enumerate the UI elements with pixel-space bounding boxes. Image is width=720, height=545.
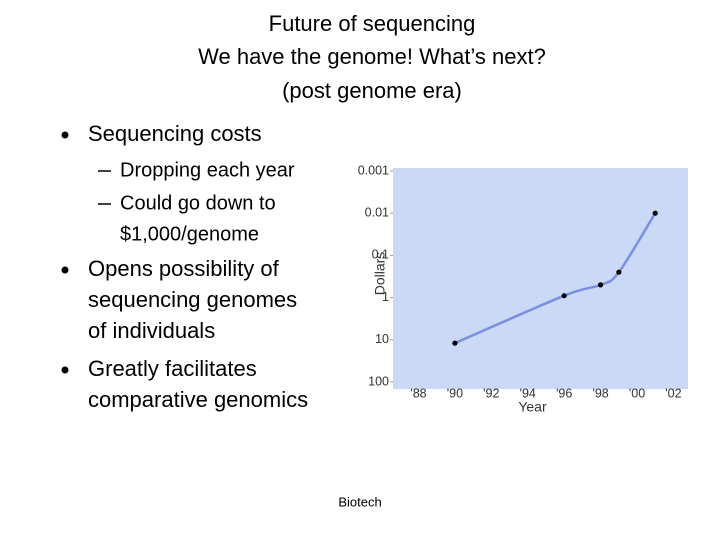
bullet-text: Sequencing costs [88, 121, 262, 146]
y-tick-label: 0.01 [365, 205, 389, 219]
title-line: We have the genome! What’s next? [198, 44, 546, 69]
y-tick-label: 0.001 [358, 163, 389, 177]
sub-bullet-text: Could go down to [120, 192, 276, 214]
bullet-text: Greatly facilitates [88, 356, 257, 381]
x-tick-label: '02 [665, 386, 681, 400]
y-tick-label: 0.1 [372, 248, 389, 262]
sub-bullet-text: $1,000/genome [120, 223, 259, 245]
title-line: (post genome era) [282, 78, 462, 103]
y-tick-label: 10 [375, 332, 389, 346]
x-tick-label: '94 [520, 386, 536, 400]
y-tick-label: 1 [382, 290, 389, 304]
footer: Biotech [338, 494, 381, 509]
x-tick-label: '90 [447, 386, 463, 400]
y-axis-label: Dollars [372, 252, 388, 296]
x-tick-label: '88 [410, 386, 426, 400]
bullet-text: Opens possibility of [88, 256, 280, 281]
bullet [61, 266, 69, 274]
point [561, 293, 567, 299]
bullet-text: comparative genomics [88, 387, 308, 412]
x-tick-label: '98 [592, 386, 608, 400]
bullet [61, 366, 69, 374]
x-tick-label: '92 [483, 386, 499, 400]
bullet-text: of individuals [88, 318, 215, 343]
point [452, 340, 458, 346]
chart: 0.001 0.01 0.1 1 10 100 '88 '90 '92 '94 '96 '98 '00 '… [358, 163, 688, 415]
plot-area [393, 168, 688, 389]
title-line: Future of sequencing [269, 11, 476, 36]
point [616, 269, 622, 275]
x-axis-label: Year [518, 399, 547, 415]
bullet [61, 131, 69, 139]
sub-bullet-text: Dropping each year [120, 159, 295, 181]
x-tick-label: '96 [556, 386, 572, 400]
point [597, 282, 604, 288]
x-tick-label: '00 [629, 386, 645, 400]
point [652, 210, 658, 216]
bullet-text: sequencing genomes [88, 287, 297, 312]
y-tick-label: 100 [368, 374, 389, 388]
